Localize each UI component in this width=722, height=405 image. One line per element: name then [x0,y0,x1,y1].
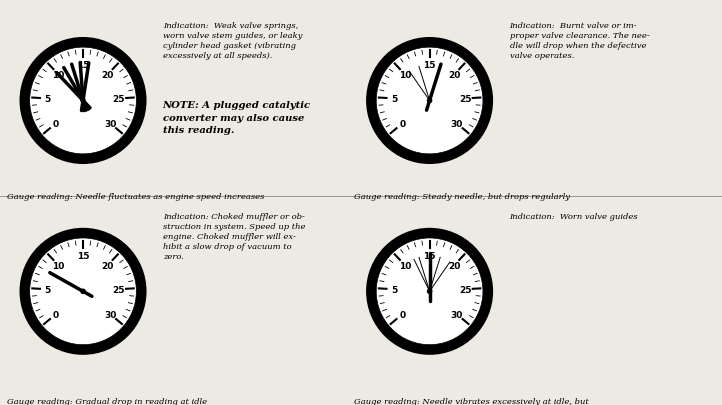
Circle shape [427,98,432,104]
Text: 25: 25 [113,285,125,294]
Text: Indication: Choked muffler or ob-
struction in system. Speed up the
engine. Chok: Indication: Choked muffler or ob- struct… [162,212,305,260]
Text: 30: 30 [451,119,463,128]
Text: 0: 0 [399,310,406,319]
Circle shape [366,38,493,164]
Text: 10: 10 [53,261,65,270]
Circle shape [19,38,147,164]
Circle shape [366,228,493,355]
Text: Indication:  Worn valve guides: Indication: Worn valve guides [510,212,638,220]
Text: 10: 10 [399,261,412,270]
Circle shape [30,48,136,154]
Text: 25: 25 [113,95,125,104]
Text: 15: 15 [423,61,436,70]
Text: 15: 15 [77,252,90,260]
Text: 5: 5 [44,285,51,294]
Circle shape [376,239,483,345]
Circle shape [427,289,432,294]
Text: Gauge reading: Needle fluctuates as engine speed increases: Gauge reading: Needle fluctuates as engi… [7,192,264,200]
Text: 10: 10 [399,71,412,80]
Text: 20: 20 [101,261,113,270]
Text: 20: 20 [448,71,460,80]
Text: 15: 15 [423,252,436,260]
Text: 25: 25 [459,95,471,104]
Circle shape [80,98,86,104]
Text: Gauge reading: Steady needle, but drops regularly: Gauge reading: Steady needle, but drops … [354,192,570,200]
Text: 0: 0 [53,119,59,128]
Circle shape [19,228,147,355]
Circle shape [376,48,483,154]
Text: Indication:  Burnt valve or im-
proper valve clearance. The nee-
dle will drop w: Indication: Burnt valve or im- proper va… [510,22,649,60]
Circle shape [30,239,136,345]
Text: 30: 30 [451,310,463,319]
Text: 5: 5 [391,285,397,294]
Text: Gauge reading: Gradual drop in reading at idle: Gauge reading: Gradual drop in reading a… [7,397,207,405]
Text: Indication:  Weak valve springs,
worn valve stem guides, or leaky
cylinder head : Indication: Weak valve springs, worn val… [162,22,303,60]
Text: 5: 5 [44,95,51,104]
Text: 30: 30 [104,310,116,319]
Text: 0: 0 [53,310,59,319]
Text: 15: 15 [77,61,90,70]
Text: 25: 25 [459,285,471,294]
Text: 30: 30 [104,119,116,128]
Text: 20: 20 [448,261,460,270]
Text: 0: 0 [399,119,406,128]
Text: 5: 5 [391,95,397,104]
Text: NOTE: A plugged catalytic
converter may also cause
this reading.: NOTE: A plugged catalytic converter may … [162,101,311,134]
Circle shape [80,289,86,294]
Text: 10: 10 [53,71,65,80]
Text: Gauge reading: Needle vibrates excessively at idle, but
steadies as engine speed: Gauge reading: Needle vibrates excessive… [354,397,588,405]
Text: 20: 20 [101,71,113,80]
